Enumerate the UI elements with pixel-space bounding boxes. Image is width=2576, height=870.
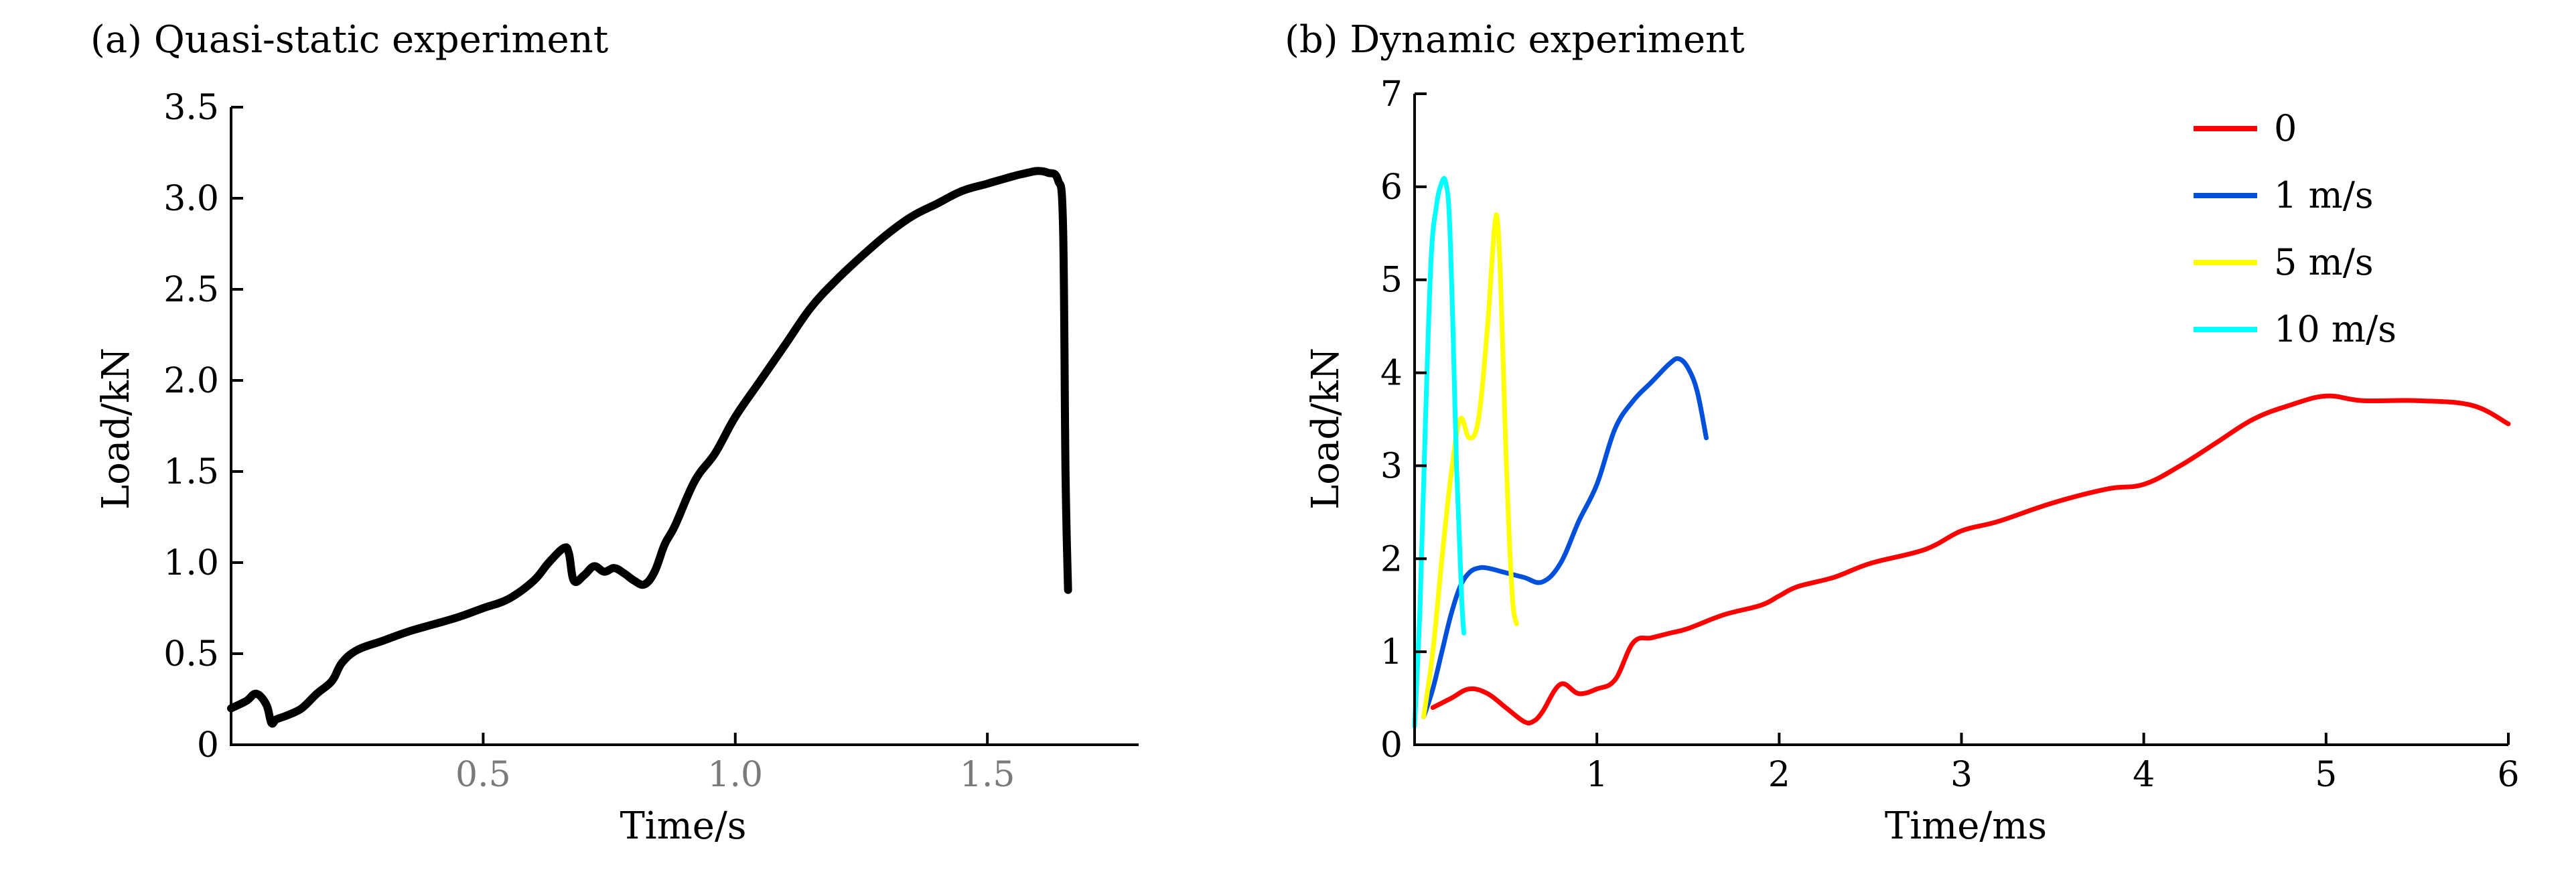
panel-b-title: (b) Dynamic experiment xyxy=(1285,18,1745,62)
x-tick-label: 1.0 xyxy=(707,755,763,795)
x-tick-label: 3 xyxy=(1950,755,1973,795)
panel-b: (b) Dynamic experiment 0 1 2 3 4 5 6 7 1 2 3 4 5 6 L… xyxy=(1285,18,2520,848)
panel-b-series xyxy=(1412,175,2511,729)
y-tick-label: 6 xyxy=(1380,167,1403,208)
y-tick-label: 2 xyxy=(1380,539,1403,579)
series-line-0 xyxy=(1430,393,2511,726)
panel-a-ylabel: Load/kN xyxy=(94,348,138,510)
legend-label: 1 m/s xyxy=(2274,174,2374,216)
panel-a-axes xyxy=(230,107,1139,746)
y-tick-label: 2.5 xyxy=(163,270,219,310)
y-tick-label: 1.5 xyxy=(163,452,219,492)
y-tick-label: 3.0 xyxy=(163,179,219,219)
panel-a: (a) Quasi-static experiment 0 0.5 1.0 1.5 2.… xyxy=(90,18,1139,848)
legend-label: 0 xyxy=(2274,107,2297,149)
y-tick-label: 1 xyxy=(1380,632,1403,672)
panel-a-xlabel: Time/s xyxy=(620,804,746,848)
y-tick-label: 3.5 xyxy=(163,88,219,128)
legend-label: 5 m/s xyxy=(2274,241,2374,283)
series-line xyxy=(227,167,1072,728)
x-tick-label: 0.5 xyxy=(455,755,511,795)
y-tick-label: 0 xyxy=(1380,725,1403,766)
panel-a-title: (a) Quasi-static experiment xyxy=(90,18,609,62)
panel-a-y-ticks: 0 0.5 1.0 1.5 2.0 2.5 3.0 3.5 xyxy=(163,88,243,766)
panel-b-ylabel: Load/kN xyxy=(1304,348,1348,510)
y-tick-label: 0 xyxy=(197,725,219,766)
y-tick-label: 0.5 xyxy=(163,634,219,674)
series-line-1-m-s xyxy=(1421,356,1709,719)
x-tick-label: 4 xyxy=(2133,755,2155,795)
panel-a-series xyxy=(227,167,1072,728)
panel-b-legend: 0 1 m/s 5 m/s 10 m/s xyxy=(2194,107,2396,350)
y-tick-label: 3 xyxy=(1380,446,1403,486)
y-tick-label: 5 xyxy=(1380,261,1403,301)
x-tick-label: 1.5 xyxy=(960,755,1015,795)
panel-a-x-ticks: 0.5 1.0 1.5 xyxy=(455,733,1015,795)
series-line-5-m-s xyxy=(1421,212,1519,719)
y-tick-label: 2.0 xyxy=(163,361,219,401)
panel-b-x-ticks: 1 2 3 4 5 6 xyxy=(1586,733,2520,795)
series-line-10-m-s xyxy=(1412,175,1466,729)
x-tick-label: 1 xyxy=(1586,755,1608,795)
x-tick-label: 5 xyxy=(2315,755,2337,795)
y-tick-label: 7 xyxy=(1380,74,1403,115)
panel-b-y-ticks: 0 1 2 3 4 5 6 7 xyxy=(1380,74,1427,766)
y-tick-label: 1.0 xyxy=(163,543,219,583)
legend-label: 10 m/s xyxy=(2274,308,2396,350)
x-tick-label: 6 xyxy=(2497,755,2519,795)
y-tick-label: 4 xyxy=(1380,354,1403,394)
x-tick-label: 2 xyxy=(1768,755,1790,795)
panel-b-xlabel: Time/ms xyxy=(1885,804,2047,848)
